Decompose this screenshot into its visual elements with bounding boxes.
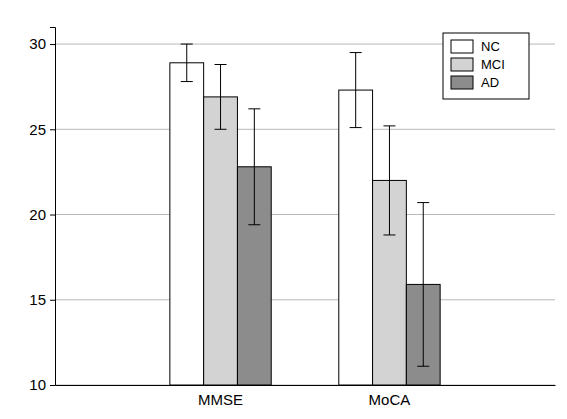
grid-line <box>55 385 555 386</box>
error-cap <box>350 52 362 53</box>
error-cap <box>248 108 260 109</box>
error-bar <box>383 126 395 235</box>
tick-label: MoCA <box>369 391 411 408</box>
legend-item: AD <box>451 75 499 90</box>
error-line <box>389 126 390 235</box>
grid-line <box>55 129 555 130</box>
error-cap <box>215 129 227 130</box>
tick-mark <box>50 215 55 216</box>
bar <box>170 63 204 385</box>
grid-line <box>55 299 555 300</box>
error-cap <box>181 81 193 82</box>
legend-swatch <box>451 76 473 89</box>
tick-label: 10 <box>29 376 46 393</box>
error-cap <box>383 125 395 126</box>
grid-line <box>55 214 555 215</box>
error-line <box>220 65 221 130</box>
y-axis: 10 15 20 25 30 <box>29 28 55 394</box>
bar <box>204 97 238 385</box>
error-bar <box>248 109 260 225</box>
marks <box>170 44 440 385</box>
legend-box <box>443 33 529 99</box>
axis-line <box>50 28 56 386</box>
chart: 10 15 20 25 30 MMSE MoCA NC MCI AD <box>0 0 567 419</box>
tick-label: 15 <box>29 291 46 308</box>
tick: MoCA <box>369 385 411 408</box>
legend-item: MCI <box>451 57 505 72</box>
legend: NC MCI AD <box>443 33 529 99</box>
error-cap <box>181 44 193 45</box>
error-cap <box>383 234 395 235</box>
tick-mark <box>50 385 55 386</box>
legend-item: NC <box>451 39 500 54</box>
legend-label: NC <box>481 39 500 54</box>
error-line <box>186 44 187 82</box>
tick-mark <box>50 44 55 45</box>
tick-label: 25 <box>29 121 46 138</box>
bar <box>339 90 373 385</box>
tick: 25 <box>29 121 55 138</box>
legend-swatch <box>451 58 473 71</box>
legend-swatch <box>451 40 473 53</box>
error-bar <box>417 203 429 367</box>
axis-line <box>56 385 556 386</box>
tick: 10 <box>29 376 55 393</box>
tick-label: MMSE <box>198 391 243 408</box>
series <box>237 109 440 385</box>
error-line <box>355 53 356 128</box>
error-cap <box>215 64 227 65</box>
plot: 10 15 20 25 30 MMSE MoCA NC MCI AD <box>29 28 555 408</box>
error-cap <box>248 224 260 225</box>
legend-label: MCI <box>481 57 505 72</box>
tick-mark <box>50 300 55 301</box>
tick: MMSE <box>198 385 243 408</box>
error-cap <box>350 127 362 128</box>
tick: 30 <box>29 35 55 52</box>
tick: 15 <box>29 291 55 308</box>
error-bar <box>215 65 227 130</box>
series <box>204 65 407 385</box>
error-line <box>423 203 424 367</box>
tick: 20 <box>29 206 55 223</box>
tick-label: 20 <box>29 206 46 223</box>
error-line <box>254 109 255 225</box>
error-bar <box>350 53 362 128</box>
error-bar <box>181 44 193 82</box>
series <box>170 44 373 385</box>
x-axis: MMSE MoCA <box>56 385 556 408</box>
tick-label: 30 <box>29 35 46 52</box>
legend-label: AD <box>481 75 499 90</box>
error-cap <box>417 366 429 367</box>
error-cap <box>417 202 429 203</box>
tick-mark <box>50 129 55 130</box>
